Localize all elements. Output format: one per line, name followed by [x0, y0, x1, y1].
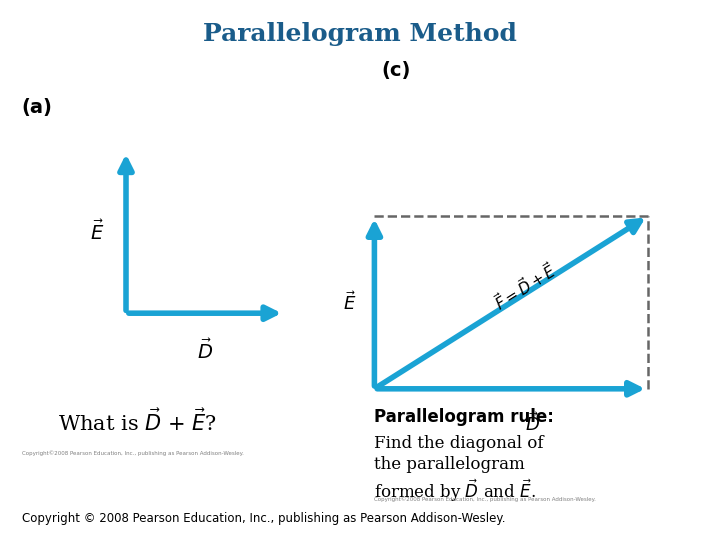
Text: Copyright©2008 Pearson Education, Inc., publishing as Pearson Addison-Wesley.: Copyright©2008 Pearson Education, Inc., … — [374, 497, 596, 502]
Text: the parallelogram: the parallelogram — [374, 456, 525, 473]
Text: $\vec{E}$: $\vec{E}$ — [343, 291, 356, 314]
Text: $\vec{F} = \vec{D} + \vec{E}$: $\vec{F} = \vec{D} + \vec{E}$ — [490, 259, 561, 314]
Text: Parallelogram Method: Parallelogram Method — [203, 22, 517, 45]
Text: $\vec{D}$: $\vec{D}$ — [526, 413, 540, 435]
Text: Copyright © 2008 Pearson Education, Inc., publishing as Pearson Addison-Wesley.: Copyright © 2008 Pearson Education, Inc.… — [22, 512, 505, 525]
Text: Copyright©2008 Pearson Education, Inc., publishing as Pearson Addison-Wesley.: Copyright©2008 Pearson Education, Inc., … — [22, 451, 243, 456]
Text: $\vec{E}$: $\vec{E}$ — [90, 220, 104, 244]
Text: (c): (c) — [382, 60, 411, 80]
Text: Find the diagonal of: Find the diagonal of — [374, 435, 544, 451]
Text: (a): (a) — [22, 98, 53, 118]
Text: Parallelogram rule:: Parallelogram rule: — [374, 408, 554, 426]
Text: What is $\vec{D}$ + $\vec{E}$?: What is $\vec{D}$ + $\vec{E}$? — [58, 408, 216, 435]
Text: $\vec{D}$: $\vec{D}$ — [197, 339, 213, 363]
Text: formed by $\vec{D}$ and $\vec{E}$.: formed by $\vec{D}$ and $\vec{E}$. — [374, 478, 536, 504]
